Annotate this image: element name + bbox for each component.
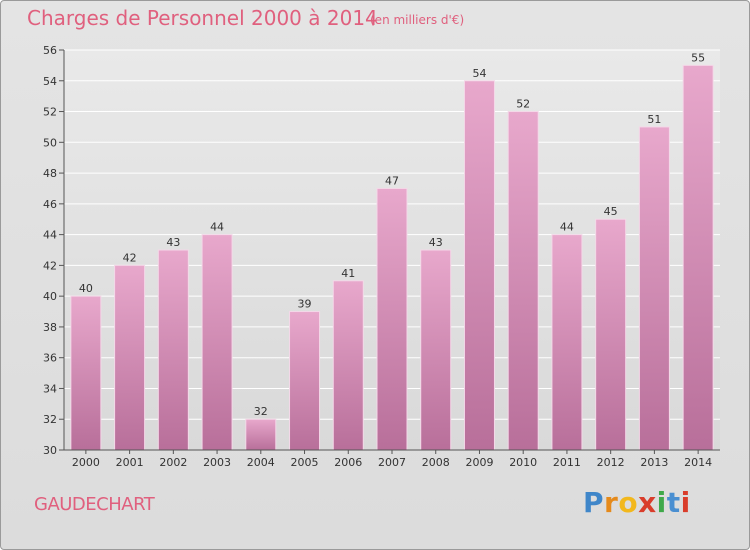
y-tick-label: 30 — [43, 444, 57, 457]
data-label: 51 — [647, 113, 661, 126]
data-label: 52 — [516, 98, 530, 111]
data-label: 39 — [298, 298, 312, 311]
data-label: 45 — [604, 205, 618, 218]
bar-2013 — [638, 126, 670, 451]
bars: 40 42 43 44 32 39 41 47 43 54 52 44 45 51 55 — [70, 51, 714, 451]
chart-title: Charges de Personnel 2000 à 2014 — [27, 6, 378, 30]
x-tick-label: 2010 — [509, 456, 537, 469]
y-tick-label: 42 — [43, 259, 57, 272]
y-tick-label: 48 — [43, 167, 57, 180]
y-tick-label: 54 — [43, 75, 57, 88]
y-tick-label: 44 — [43, 229, 57, 242]
x-tick-label: 2012 — [597, 456, 625, 469]
logo-letter: i — [680, 486, 691, 519]
data-label: 44 — [210, 221, 224, 234]
data-label: 43 — [429, 236, 443, 249]
data-label: 32 — [254, 405, 268, 418]
place-name: GAUDECHART — [34, 494, 155, 515]
x-tick-label: 2004 — [247, 456, 275, 469]
bar-2014 — [682, 64, 714, 451]
logo-letter: r — [604, 486, 619, 519]
bar-2005 — [289, 311, 321, 451]
data-label: 55 — [691, 51, 705, 64]
bar-2002 — [157, 249, 189, 451]
x-tick-label: 2002 — [159, 456, 187, 469]
x-tick-label: 2009 — [465, 456, 493, 469]
x-tick-label: 2006 — [334, 456, 362, 469]
axes: 30 32 34 36 38 40 42 44 46 48 50 52 54 56 2000 2001 2002… — [43, 44, 720, 469]
bar-2004 — [245, 418, 277, 451]
y-tick-label: 36 — [43, 352, 57, 365]
bar-2012 — [595, 218, 627, 451]
x-tick-label: 2003 — [203, 456, 231, 469]
bar-2011 — [551, 234, 583, 451]
data-label: 54 — [472, 67, 486, 80]
logo-letter: o — [618, 486, 639, 519]
data-label: 42 — [123, 251, 137, 264]
data-label: 44 — [560, 221, 574, 234]
logo-letter: P — [583, 486, 605, 519]
y-tick-label: 56 — [43, 44, 57, 57]
bar-2010 — [507, 111, 539, 451]
data-label: 40 — [79, 282, 93, 295]
bar-2000 — [70, 295, 102, 451]
y-tick-label: 46 — [43, 198, 57, 211]
x-tick-label: 2014 — [684, 456, 712, 469]
bar-2008 — [420, 249, 452, 451]
x-tick-label: 2013 — [640, 456, 668, 469]
data-label: 43 — [166, 236, 180, 249]
chart-subtitle: (en milliers d'€) — [370, 13, 465, 27]
bar-2006 — [332, 280, 364, 451]
logo-letter: t — [666, 486, 681, 519]
bar-2009 — [463, 80, 495, 451]
logo-letter: i — [656, 486, 667, 519]
y-tick-label: 50 — [43, 136, 57, 149]
x-tick-label: 2005 — [291, 456, 319, 469]
x-tick-label: 2008 — [422, 456, 450, 469]
x-tick-label: 2000 — [72, 456, 100, 469]
x-tick-label: 2007 — [378, 456, 406, 469]
bar-2003 — [201, 234, 233, 451]
y-tick-label: 38 — [43, 321, 57, 334]
bar-2007 — [376, 187, 408, 451]
x-tick-label: 2001 — [116, 456, 144, 469]
y-tick-label: 32 — [43, 413, 57, 426]
data-label: 47 — [385, 174, 399, 187]
proxiti-logo: Proxiti — [583, 486, 691, 519]
data-label: 41 — [341, 267, 355, 280]
y-tick-label: 40 — [43, 290, 57, 303]
y-tick-label: 52 — [43, 106, 57, 119]
logo-letter: x — [638, 486, 657, 519]
y-tick-label: 34 — [43, 382, 57, 395]
x-tick-label: 2011 — [553, 456, 581, 469]
bar-2001 — [114, 264, 146, 451]
